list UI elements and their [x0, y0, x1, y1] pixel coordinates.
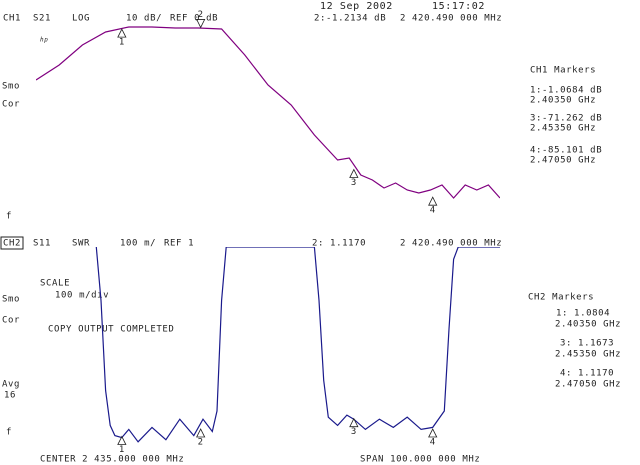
status: Smo — [2, 295, 20, 305]
status: Cor — [2, 100, 20, 110]
marker — [428, 428, 438, 438]
marker — [349, 168, 359, 178]
marker-number: 4 — [430, 206, 436, 216]
marker-number: 2 — [198, 10, 204, 20]
status: f — [6, 212, 12, 222]
logo: hp — [40, 37, 48, 44]
active-marker-value: 2:-1.2134 dB — [314, 14, 386, 24]
parameter: S11 — [33, 239, 51, 249]
scale: 100 m/ — [120, 239, 156, 249]
marker-number: 4 — [430, 438, 436, 448]
status: Smo — [2, 82, 20, 92]
format: SWR — [72, 239, 90, 249]
active-marker-freq: 2 420.490 000 MHz — [400, 239, 502, 249]
date: 12 Sep 2002 — [320, 1, 393, 12]
marker — [196, 428, 206, 438]
markers-title: CH1 Markers — [530, 66, 596, 76]
marker-readout: 1:-1.0684 dB — [530, 86, 602, 96]
format: LOG — [72, 14, 90, 24]
trace — [36, 26, 500, 199]
parameter: S21 — [33, 14, 51, 24]
reference: REF 0 dB — [170, 14, 218, 24]
channel: CH2 — [3, 239, 21, 249]
status: Avg — [2, 380, 20, 390]
status: 16 — [4, 391, 16, 401]
marker-number: 2 — [198, 438, 204, 448]
marker-freq: 2.47050 GHz — [530, 156, 596, 166]
active-marker-freq: 2 420.490 000 MHz — [400, 14, 502, 24]
center-freq: CENTER 2 435.000 000 MHz — [40, 455, 184, 465]
marker — [428, 196, 438, 206]
marker-readout: 1: 1.0804 — [556, 309, 610, 319]
annotation: 100 m/div — [55, 291, 109, 301]
annotation: SCALE — [40, 279, 70, 289]
marker-freq: 2.45350 GHz — [530, 124, 596, 134]
status: Cor — [2, 316, 20, 326]
reference: REF 1 — [164, 239, 194, 249]
marker-number: 3 — [351, 427, 357, 437]
time: 15:17:02 — [432, 1, 485, 12]
annotation: COPY OUTPUT COMPLETED — [48, 325, 174, 335]
marker — [117, 435, 127, 445]
marker — [196, 19, 206, 29]
markers-title: CH2 Markers — [528, 293, 594, 303]
marker-freq: 2.40350 GHz — [555, 320, 621, 330]
marker — [117, 28, 127, 38]
marker-readout: 3: 1.1673 — [560, 339, 614, 349]
span: SPAN 100.000 000 MHz — [360, 455, 480, 465]
status: f — [6, 428, 12, 438]
marker-readout: 4: 1.1170 — [560, 369, 614, 379]
marker-number: 1 — [119, 445, 125, 455]
scale: 10 dB/ — [126, 14, 162, 24]
marker-freq: 2.45350 GHz — [555, 350, 621, 360]
marker-freq: 2.40350 GHz — [530, 96, 596, 106]
marker — [349, 417, 359, 428]
marker-number: 1 — [119, 38, 125, 48]
trace — [95, 247, 500, 443]
marker-freq: 2.47050 GHz — [555, 380, 621, 390]
channel-box — [0, 236, 24, 250]
active-marker-value: 2: 1.1170 — [312, 239, 366, 249]
marker-readout: 4:-85.101 dB — [530, 146, 602, 156]
marker-readout: 3:-71.262 dB — [530, 114, 602, 124]
channel: CH1 — [3, 14, 21, 24]
marker-number: 3 — [351, 178, 357, 188]
